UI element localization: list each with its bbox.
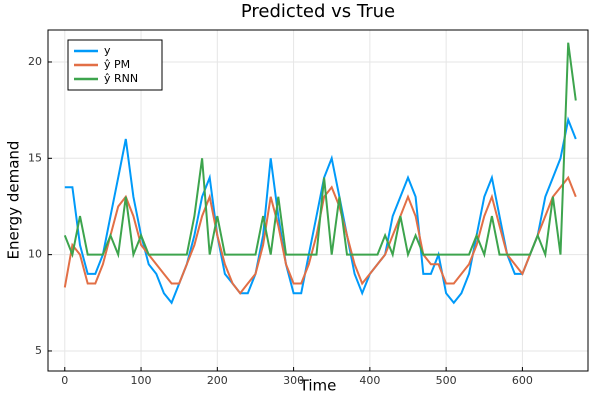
x-tick-label: 0 bbox=[61, 374, 68, 387]
plot-frame bbox=[47, 29, 589, 372]
series-line bbox=[64, 116, 577, 305]
chart-title: Predicted vs True bbox=[241, 1, 395, 22]
legend-label: ŷ PM bbox=[104, 58, 130, 71]
y-tick-label: 15 bbox=[28, 151, 42, 164]
y-tick-label: 20 bbox=[28, 55, 42, 68]
series-line bbox=[63, 42, 577, 259]
x-axis-label: Time bbox=[299, 377, 337, 395]
y-tick-label: 10 bbox=[28, 248, 42, 261]
x-tick-label: 500 bbox=[436, 374, 457, 387]
x-tick-label: 100 bbox=[131, 374, 152, 387]
legend-label: ŷ RNN bbox=[104, 72, 138, 85]
x-tick-label: 400 bbox=[359, 374, 380, 387]
y-axis-label: Energy demand bbox=[5, 141, 23, 260]
x-tick-label: 600 bbox=[512, 374, 533, 387]
x-tick-label: 300 bbox=[283, 374, 304, 387]
y-tick-label: 5 bbox=[35, 344, 42, 357]
legend-label: y bbox=[104, 44, 111, 57]
x-tick-label: 200 bbox=[207, 374, 228, 387]
